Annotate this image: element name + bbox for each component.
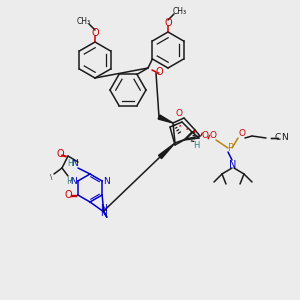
Text: \: \ (50, 174, 52, 180)
Polygon shape (158, 143, 175, 159)
Polygon shape (158, 115, 173, 123)
Text: O: O (176, 109, 182, 118)
Text: H: H (67, 160, 73, 169)
Text: N: N (100, 204, 106, 213)
Text: O: O (155, 67, 163, 77)
Text: H: H (66, 176, 72, 185)
Text: O: O (238, 130, 245, 139)
Text: N: N (70, 176, 77, 185)
Text: O: O (209, 130, 217, 140)
Text: N: N (72, 160, 78, 169)
Text: N: N (229, 160, 237, 170)
Text: O: O (64, 190, 72, 200)
Text: C: C (275, 134, 281, 142)
Text: P: P (228, 143, 234, 153)
Text: N: N (100, 209, 107, 218)
Text: N: N (282, 134, 288, 142)
Text: O: O (56, 149, 64, 159)
Text: /: / (70, 177, 72, 183)
Text: CH₃: CH₃ (77, 16, 91, 26)
Text: H: H (193, 142, 199, 151)
Text: N: N (103, 176, 110, 185)
Text: O: O (164, 18, 172, 28)
Text: O: O (202, 131, 208, 140)
Text: O: O (91, 28, 99, 38)
Text: CH₃: CH₃ (173, 7, 187, 16)
